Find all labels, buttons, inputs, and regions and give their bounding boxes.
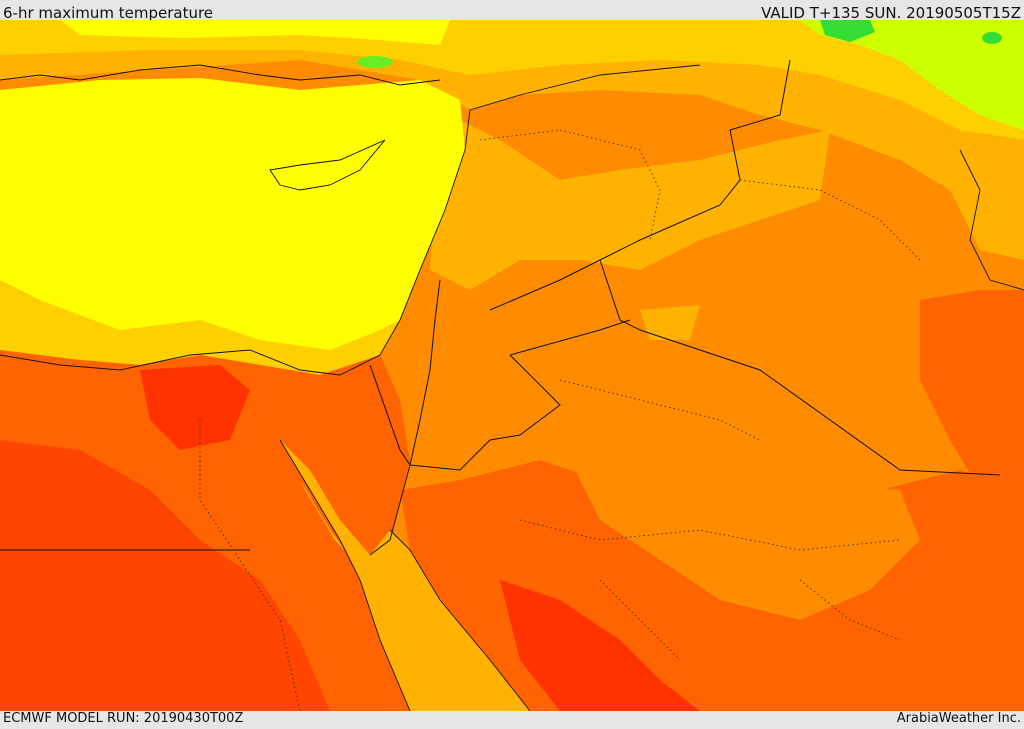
zone-saudi-orange-core	[560, 440, 920, 620]
province-lines	[199, 129, 921, 711]
zone-turkey-amber	[0, 20, 1024, 260]
zone-nile-red	[140, 365, 250, 450]
zone-turkey-yellow	[0, 20, 1024, 140]
zone-mediterranean	[0, 78, 465, 370]
zone-turkey-lightyellow	[60, 20, 450, 45]
zone-saudi-red	[500, 580, 700, 711]
coastlines	[0, 64, 1024, 711]
valid-time: VALID T+135 SUN. 20190505T15Z	[761, 4, 1021, 22]
zone-gulf-lightorange	[640, 305, 700, 340]
zone-iran	[920, 290, 1024, 490]
zone-levant-amber	[430, 110, 830, 290]
credit: ArabiaWeather Inc.	[896, 711, 1021, 726]
model-run: ECMWF MODEL RUN: 20190430T00Z	[3, 711, 244, 726]
zone-egypt-red	[0, 440, 330, 711]
zone-caucasus-green	[820, 20, 875, 42]
temperature-map	[0, 20, 1024, 711]
zone-caucasus-lightgreen	[800, 20, 1024, 130]
map-title: 6-hr maximum temperature	[3, 4, 214, 22]
zone-red-sea	[280, 440, 530, 711]
footer-bar	[0, 711, 1024, 729]
zone-green-spot-2	[357, 56, 393, 68]
country-borders	[0, 59, 1001, 556]
header-bar	[0, 0, 1024, 20]
zone-mediterranean-edge	[0, 280, 400, 375]
zone-green-spot	[982, 32, 1002, 44]
